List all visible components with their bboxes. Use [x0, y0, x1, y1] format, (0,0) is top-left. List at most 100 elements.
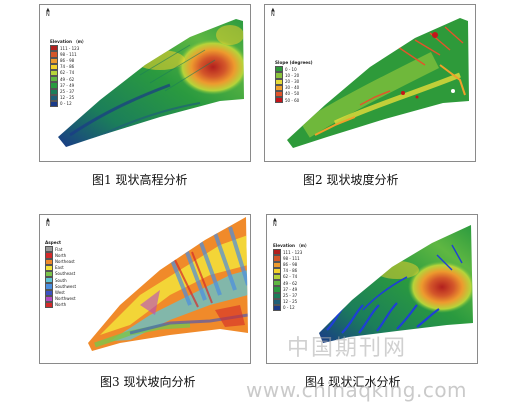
legend-swatch — [273, 304, 281, 312]
legend-label: 74 - 86 — [60, 64, 75, 70]
legend-swatch — [50, 45, 58, 52]
legend-rows: 111 - 123 98 - 111 86 - 98 74 - 86 62 - 74 49… — [50, 45, 86, 108]
aspect-terrain — [88, 217, 248, 351]
legend-label: 111 - 123 — [60, 45, 80, 51]
legend-swatch — [275, 78, 283, 85]
legend-swatch — [50, 100, 58, 108]
legend-entry: North — [45, 301, 76, 309]
legend-entry: 37 - 49 — [273, 286, 309, 293]
legend-entry: 25 - 37 — [273, 292, 309, 299]
legend-swatch — [45, 264, 53, 271]
legend-swatch — [275, 66, 283, 73]
legend-entry: 40 - 50 — [275, 90, 313, 98]
legend-entry: 37 - 49 — [50, 82, 86, 89]
legend-entry: 62 - 74 — [50, 69, 86, 77]
legend-entry: 49 - 62 — [273, 280, 309, 287]
legend-entry: 20 - 30 — [275, 78, 313, 85]
legend-entry: East — [45, 264, 76, 271]
legend-entry: 111 - 123 — [50, 45, 86, 52]
legend-entry: 12 - 25 — [50, 94, 86, 101]
legend-rows: Flat North Northeast East Southeast South Sout… — [45, 246, 76, 309]
legend-label: Northwest — [55, 296, 76, 302]
legend-entry: Northeast — [45, 258, 76, 265]
legend-swatch — [45, 277, 53, 284]
legend-label: 0 - 12 — [283, 305, 295, 311]
elevation-terrain — [58, 19, 244, 147]
legend-entry: 74 - 86 — [50, 63, 86, 70]
legend-swatch — [50, 57, 58, 64]
legend-entry: North — [45, 252, 76, 259]
legend-label: 25 - 37 — [60, 89, 75, 94]
north-arrow: ▲ N — [46, 217, 50, 228]
aspect-legend: Aspect Flat North Northeast East Southeast So… — [45, 240, 76, 309]
legend-title: Elevation （m） — [50, 39, 87, 44]
legend-swatch — [273, 249, 281, 256]
legend-label: 111 - 123 — [283, 249, 303, 255]
elevation-legend: Elevation （m） 111 - 123 98 - 111 86 - 98 74… — [273, 243, 309, 312]
legend-entry: South — [45, 277, 76, 284]
legend-entry: 86 - 98 — [273, 261, 309, 268]
legend-swatch — [45, 270, 53, 278]
legend-label: 62 - 74 — [60, 70, 75, 76]
legend-label: North — [55, 252, 67, 258]
legend-label: 37 - 49 — [60, 82, 75, 88]
legend-swatch — [45, 301, 53, 309]
legend-label: 37 - 49 — [283, 286, 298, 292]
legend-swatch — [273, 280, 281, 287]
legend-swatch — [50, 76, 58, 83]
legend-rows: 0 - 10 10 - 20 20 - 30 30 - 40 40 - 50 50 - 6… — [275, 66, 313, 104]
figure-1-caption: 图1 现状高程分析 — [92, 173, 188, 187]
legend-swatch — [273, 286, 281, 293]
legend-label: West — [55, 290, 65, 295]
legend-entry: 62 - 74 — [273, 273, 309, 281]
legend-swatch — [275, 97, 283, 104]
legend-label: North — [55, 302, 67, 308]
legend-swatch — [50, 88, 58, 95]
legend-swatch — [273, 267, 281, 274]
legend-entry: 98 - 111 — [273, 255, 309, 262]
legend-label: 40 - 50 — [285, 91, 300, 97]
legend-swatch — [45, 258, 53, 265]
legend-label: 49 - 62 — [60, 76, 75, 82]
legend-entry: 10 - 20 — [275, 72, 313, 79]
north-arrow: ▲ N — [271, 7, 275, 18]
legend-entry: Southwest — [45, 283, 76, 290]
legend-swatch — [45, 283, 53, 290]
legend-entry: 25 - 37 — [50, 88, 86, 95]
legend-label: 98 - 111 — [60, 51, 77, 57]
legend-swatch — [50, 82, 58, 89]
legend-label: 0 - 12 — [60, 101, 72, 107]
legend-label: Flat — [55, 246, 63, 252]
legend-swatch — [273, 255, 281, 262]
legend-swatch — [50, 63, 58, 70]
legend-entry: 98 - 111 — [50, 51, 86, 58]
legend-entry: 111 - 123 — [273, 249, 309, 256]
legend-label: 25 - 37 — [283, 293, 298, 298]
legend-label: 74 - 86 — [283, 268, 298, 274]
legend-label: Southeast — [55, 271, 76, 277]
legend-entry: 86 - 98 — [50, 57, 86, 64]
legend-label: 86 - 98 — [60, 58, 75, 64]
legend-label: 12 - 25 — [60, 95, 75, 101]
legend-swatch — [273, 292, 281, 299]
legend-entry: 30 - 40 — [275, 84, 313, 91]
figure-2-caption: 图2 现状坡度分析 — [303, 173, 399, 187]
legend-label: Northeast — [55, 259, 75, 265]
legend-swatch — [45, 246, 53, 253]
legend-label: South — [55, 277, 67, 283]
legend-swatch — [273, 298, 281, 305]
legend-label: 50 - 60 — [285, 97, 300, 103]
north-arrow: ▲ N — [46, 7, 50, 18]
elevation-legend: Elevation （m） 111 - 123 98 - 111 86 - 98 74… — [50, 39, 87, 108]
legend-swatch — [50, 94, 58, 101]
slope-legend: Slope (degrees) 0 - 10 10 - 20 20 - 30 30 -… — [275, 60, 313, 104]
legend-entry: 50 - 60 — [275, 97, 313, 104]
legend-entry: West — [45, 289, 76, 296]
figure-3-caption: 图3 现状坡向分析 — [100, 375, 196, 389]
figure-4-watershed-map: ▲ N Elevation （m） 111 - 123 98 - 111 86 - 9… — [266, 214, 478, 364]
legend-label: East — [55, 265, 64, 271]
legend-entry: Northwest — [45, 295, 76, 302]
legend-label: 49 - 62 — [283, 280, 298, 286]
figure-1-elevation-map: ▲ N Elevation （m） 111 - 123 98 - 111 86 - 9… — [39, 4, 251, 162]
legend-swatch — [50, 51, 58, 58]
